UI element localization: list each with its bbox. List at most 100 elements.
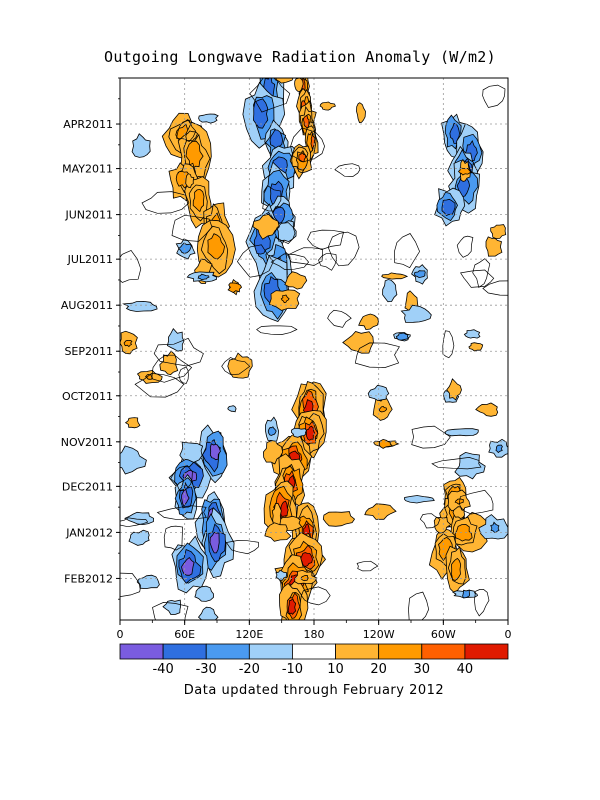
contour-outline-33: [256, 325, 298, 335]
contour-outline-27: [176, 119, 197, 143]
colorbar-swatch-3: [248, 643, 293, 660]
anomaly-patch-63: [264, 522, 292, 542]
colorbar: -40 -30 -20 -10 10 20 30 40: [119, 643, 509, 677]
anomaly-patch-core-10: [395, 332, 410, 341]
anomaly-field: [120, 78, 508, 620]
anomaly-patch-69: [179, 441, 204, 463]
contour-outline-34: [152, 602, 189, 620]
y-tick-label-7: NOV2011: [61, 436, 113, 449]
colorbar-label-0: -40: [152, 662, 173, 677]
anomaly-patch-9: [194, 585, 214, 602]
anomaly-patch-21: [454, 451, 486, 480]
anomaly-patch-core-47: [227, 282, 242, 293]
contour-outline-38: [151, 354, 193, 383]
contour-outline-4: [419, 513, 441, 529]
colorbar-swatch-6: [378, 643, 423, 660]
x-tick-label-1: 60E: [174, 628, 195, 641]
contour-outline-19: [178, 366, 189, 384]
anomaly-patch-core-43: [144, 374, 154, 380]
anomaly-patch-core-53: [197, 273, 210, 281]
anomaly-patch-8: [275, 569, 288, 581]
colorbar-label-3: -10: [282, 662, 303, 677]
anomaly-contour-0-5-3: [207, 233, 226, 260]
y-tick-label-6: OCT2011: [62, 390, 113, 403]
anomaly-patch-core-44: [123, 339, 133, 348]
contour-outline-30: [221, 357, 251, 376]
contour-outline-15: [120, 572, 142, 598]
colorbar-label-4: 10: [327, 662, 344, 677]
anomaly-patch-36: [433, 516, 452, 534]
anomaly-contour-4-0-4: [209, 443, 221, 461]
contour-outline-37: [290, 127, 325, 163]
contour-outline-31: [274, 222, 296, 245]
colorbar-swatch-4: [292, 643, 336, 660]
y-tick-label-1: MAY2011: [62, 163, 113, 176]
contour-outline-13: [408, 591, 430, 620]
contour-outline-7: [472, 258, 491, 288]
anomaly-patch-33: [446, 378, 462, 401]
chart-title: Outgoing Longwave Radiation Anomaly (W/m…: [104, 48, 496, 66]
anomaly-patch-17: [185, 173, 195, 188]
contour-outline-0: [482, 280, 508, 296]
contour-outline-25: [287, 247, 324, 266]
anomaly-contour-4-2-4: [181, 488, 190, 507]
x-tick-label-6: 0: [505, 628, 512, 641]
anomaly-patch-51: [485, 236, 503, 257]
colorbar-label-6: 30: [414, 662, 431, 677]
anomaly-patch-40: [124, 417, 141, 429]
y-tick-label-2: JUN2011: [64, 209, 113, 222]
y-tick-label-9: JAN2012: [65, 526, 113, 539]
colorbar-swatch-8: [464, 643, 509, 660]
anomaly-patch-core-61: [300, 574, 309, 582]
anomaly-patch-core-1: [462, 589, 471, 599]
anomaly-contour-6-2-3: [454, 524, 473, 542]
anomaly-patch-15: [319, 101, 336, 111]
colorbar-swatch-7: [421, 643, 466, 660]
contour-outline-2: [354, 342, 400, 368]
anomaly-patch-core-45: [267, 426, 277, 436]
anomaly-patch-25: [468, 342, 484, 352]
contour-outline-39: [262, 185, 282, 212]
contour-outline-40: [442, 330, 455, 359]
contour-outline-29: [318, 253, 337, 271]
anomaly-patch-66: [122, 300, 158, 312]
anomaly-patch-30: [294, 78, 304, 92]
contour-outline-44: [171, 214, 213, 242]
anomaly-patch-49: [197, 606, 219, 620]
contour-outline-26: [170, 465, 193, 491]
x-tick-label-0: 0: [117, 628, 124, 641]
anomaly-contour-0-3-3: [192, 188, 205, 213]
anomaly-patch-19: [136, 574, 160, 590]
anomaly-contour-0-1-3: [185, 140, 204, 169]
contour-outline-1: [327, 309, 352, 328]
contour-outline-14: [120, 517, 149, 528]
anomaly-patch-37: [463, 329, 481, 339]
anomaly-patch-29: [358, 313, 379, 331]
contour-outline-16: [120, 249, 142, 283]
anomaly-patch-4: [131, 133, 151, 158]
contour-outline-18: [236, 244, 274, 278]
anomaly-contour-6-4-3: [451, 557, 462, 581]
y-tick-label-0: APR2011: [63, 118, 113, 131]
footer-note: Data updated through February 2012: [183, 683, 445, 698]
y-tick-label-5: SEP2011: [64, 345, 113, 358]
contour-outline-32: [334, 163, 361, 177]
anomaly-patch-57: [342, 331, 374, 354]
contour-outline-36: [270, 253, 310, 270]
anomaly-patch-55: [198, 113, 219, 124]
anomaly-patch-core-34: [378, 438, 394, 449]
contour-outline-12: [394, 233, 420, 269]
colorbar-label-2: -20: [239, 662, 260, 677]
colorbar-swatch-5: [335, 643, 380, 660]
anomaly-patch-50: [227, 352, 253, 379]
grid-lines: [120, 78, 508, 620]
anomaly-patch-65: [367, 384, 390, 401]
colorbar-swatch-2: [205, 643, 250, 660]
anomaly-contour-1-1-3: [252, 98, 269, 129]
anomaly-patch-11: [490, 224, 507, 240]
anomaly-patch-28: [291, 427, 307, 438]
contour-outline-20: [153, 337, 204, 367]
anomaly-patch-3: [262, 439, 284, 465]
anomaly-contour-4-5-4: [181, 557, 195, 576]
